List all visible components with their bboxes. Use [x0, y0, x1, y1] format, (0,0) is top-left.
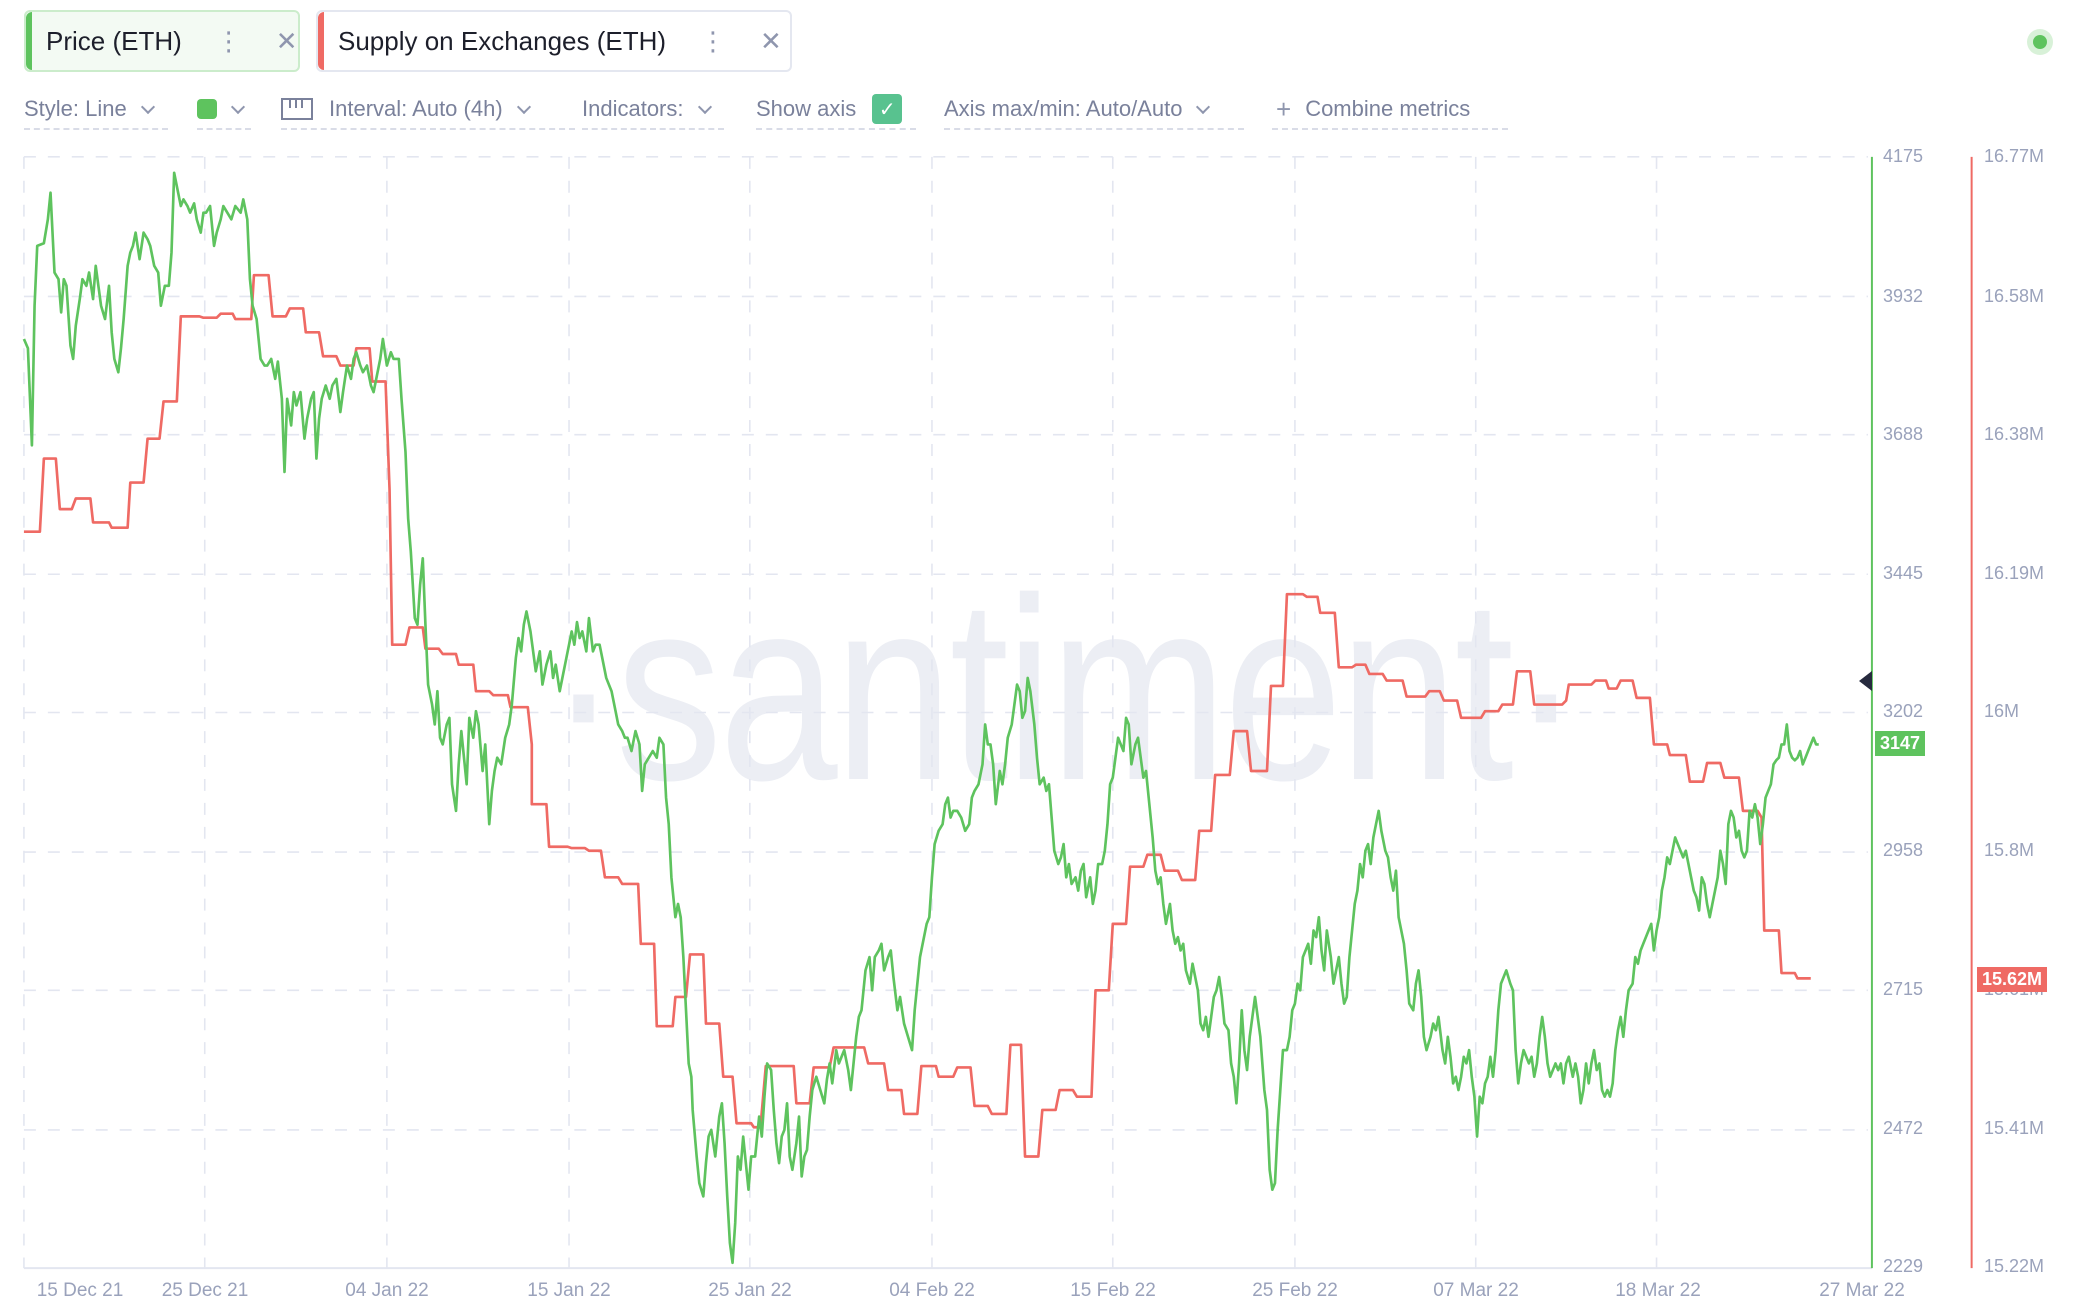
x-axis-tick: 15 Feb 22	[1070, 1280, 1156, 1301]
ruler-icon	[281, 98, 313, 120]
style-label: Style: Line	[24, 96, 127, 121]
close-icon[interactable]: ✕	[760, 25, 782, 56]
x-axis-tick: 25 Jan 22	[708, 1280, 792, 1301]
show-axis-toggle[interactable]: Show axis ✓	[756, 90, 916, 130]
x-axis-tick: 27 Mar 22	[1819, 1280, 1905, 1301]
show-axis-label: Show axis	[756, 96, 857, 121]
price-axis-tick: 2229	[1883, 1256, 1924, 1276]
metric-tab-label: Supply on Exchanges (ETH)	[338, 25, 667, 56]
price-axis-tick: 2472	[1883, 1118, 1924, 1138]
metric-tab-label: Price (ETH)	[46, 25, 182, 56]
supply-axis-tick: 15.41M	[1984, 1118, 2045, 1138]
supply-axis-tick: 16.19M	[1984, 563, 2045, 583]
more-vertical-icon[interactable]: ⋮	[215, 25, 242, 56]
combine-metrics-button[interactable]: + Combine metrics	[1272, 90, 1508, 130]
indicators-label: Indicators:	[582, 96, 684, 121]
metric-color-bar	[26, 12, 32, 70]
price-series	[22, 171, 1819, 1265]
supply-axis-tick: 16.77M	[1984, 146, 2045, 166]
color-picker-dropdown[interactable]	[197, 90, 251, 130]
metric-color-bar	[318, 12, 324, 70]
price-axis-tick: 3202	[1883, 701, 1924, 721]
interval-dropdown[interactable]: Interval: Auto (4h)	[281, 90, 575, 130]
supply-axis-tick: 16.38M	[1984, 424, 2045, 444]
more-vertical-icon[interactable]: ⋮	[700, 25, 727, 56]
plus-icon: +	[1276, 93, 1292, 124]
x-axis-tick: 15 Dec 21	[36, 1280, 124, 1301]
supply-on-exchanges-series	[23, 273, 1811, 1158]
price-axis-tick: 3688	[1883, 424, 1924, 444]
supply-axis-tick: 16.58M	[1984, 286, 2045, 306]
metric-tab-supply-on-exchanges[interactable]: Supply on Exchanges (ETH) ⋮ ✕	[316, 10, 792, 72]
gridlines	[23, 156, 1868, 1269]
x-axis-tick: 15 Jan 22	[527, 1280, 611, 1301]
price-axis-tick: 3932	[1883, 286, 1924, 306]
axis-pointer-arrow-icon[interactable]	[1859, 671, 1872, 691]
style-dropdown[interactable]: Style: Line	[24, 90, 168, 130]
axis-max-min-label: Axis max/min: Auto/Auto	[944, 96, 1183, 121]
price-axis-tick: 2715	[1883, 979, 1924, 999]
x-axis-tick: 04 Feb 22	[889, 1280, 975, 1301]
live-status-indicator	[2027, 29, 2053, 55]
price-axis-tick: 2958	[1883, 840, 1924, 860]
supply-axis-tick: 15.22M	[1984, 1256, 2045, 1276]
price-last-value-badge: 3147	[1875, 731, 1926, 756]
x-axis-tick: 07 Mar 22	[1433, 1280, 1519, 1301]
combine-metrics-label: Combine metrics	[1305, 96, 1471, 121]
x-axis-tick: 18 Mar 22	[1615, 1280, 1701, 1301]
price-axis-tick: 3445	[1883, 563, 1924, 583]
supply-last-value-badge: 15.62M	[1977, 967, 2048, 992]
check-icon: ✓	[878, 98, 896, 121]
x-axis-tick: 04 Jan 22	[345, 1280, 429, 1301]
color-swatch	[197, 99, 217, 119]
supply-axis-tick: 15.8M	[1984, 840, 2035, 860]
indicators-dropdown[interactable]: Indicators:	[582, 90, 724, 130]
metric-tab-price[interactable]: Price (ETH) ⋮ ✕	[24, 10, 300, 72]
interval-label: Interval: Auto (4h)	[329, 96, 503, 121]
close-icon[interactable]: ✕	[275, 25, 298, 56]
x-axis-tick: 25 Feb 22	[1252, 1280, 1338, 1301]
supply-axis-tick: 16M	[1984, 701, 2020, 721]
x-axis-tick: 25 Dec 21	[161, 1280, 249, 1301]
price-axis-tick: 4175	[1883, 146, 1924, 166]
axis-max-min-dropdown[interactable]: Axis max/min: Auto/Auto	[944, 90, 1244, 130]
show-axis-checkbox[interactable]: ✓	[872, 94, 903, 124]
santiment-watermark: ·santiment·	[548, 545, 1582, 835]
